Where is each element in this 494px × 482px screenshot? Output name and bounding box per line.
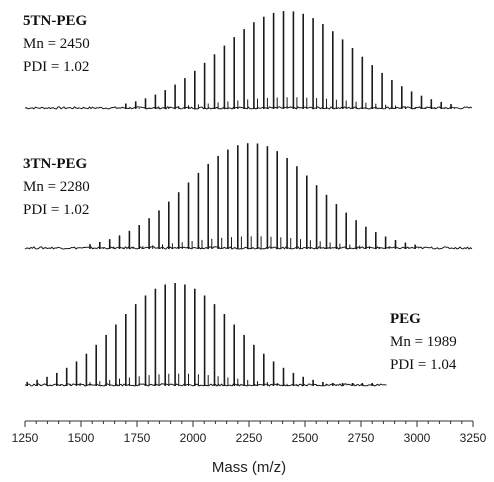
spectrum-3tn-peg [24, 143, 473, 250]
mn-label-3tn-peg: Mn = 2280 [23, 179, 90, 195]
tick-label-3000: 3000 [404, 431, 431, 445]
pdi-label-5tn-peg: PDI = 1.02 [23, 59, 89, 75]
spectrum-baseline [24, 106, 473, 110]
series-name-3tn-peg: 3TN-PEG [23, 156, 88, 172]
spectra-layer [24, 11, 473, 387]
tick-label-3250: 3250 [460, 431, 487, 445]
spectrum-baseline [24, 383, 387, 387]
annotation-3tn-peg: 3TN-PEG Mn = 2280 PDI = 1.02 [23, 156, 90, 218]
tick-label-1750: 1750 [124, 431, 151, 445]
x-axis-title: Mass (m/z) [212, 459, 286, 476]
annotation-5tn-peg: 5TN-PEG Mn = 2450 PDI = 1.02 [23, 13, 90, 75]
spectrum-5tn-peg [24, 11, 473, 110]
annotation-peg: PEG Mn = 1989 PDI = 1.04 [390, 311, 457, 373]
tick-label-2750: 2750 [348, 431, 375, 445]
x-axis-tick-labels: 1250 1500 1750 2000 2250 2500 2750 3000 … [12, 431, 487, 445]
x-axis-ticks [24, 421, 474, 427]
pdi-label-3tn-peg: PDI = 1.02 [23, 202, 89, 218]
mn-label-peg: Mn = 1989 [390, 334, 457, 350]
series-name-5tn-peg: 5TN-PEG [23, 13, 88, 29]
tick-label-1500: 1500 [68, 431, 95, 445]
tick-label-2500: 2500 [292, 431, 319, 445]
mn-label-5tn-peg: Mn = 2450 [23, 36, 90, 52]
tick-label-1250: 1250 [12, 431, 39, 445]
pdi-label-peg: PDI = 1.04 [390, 357, 457, 373]
tick-label-2250: 2250 [236, 431, 263, 445]
series-name-peg: PEG [390, 311, 421, 327]
spectrum-peg [24, 283, 387, 387]
tick-label-2000: 2000 [180, 431, 207, 445]
